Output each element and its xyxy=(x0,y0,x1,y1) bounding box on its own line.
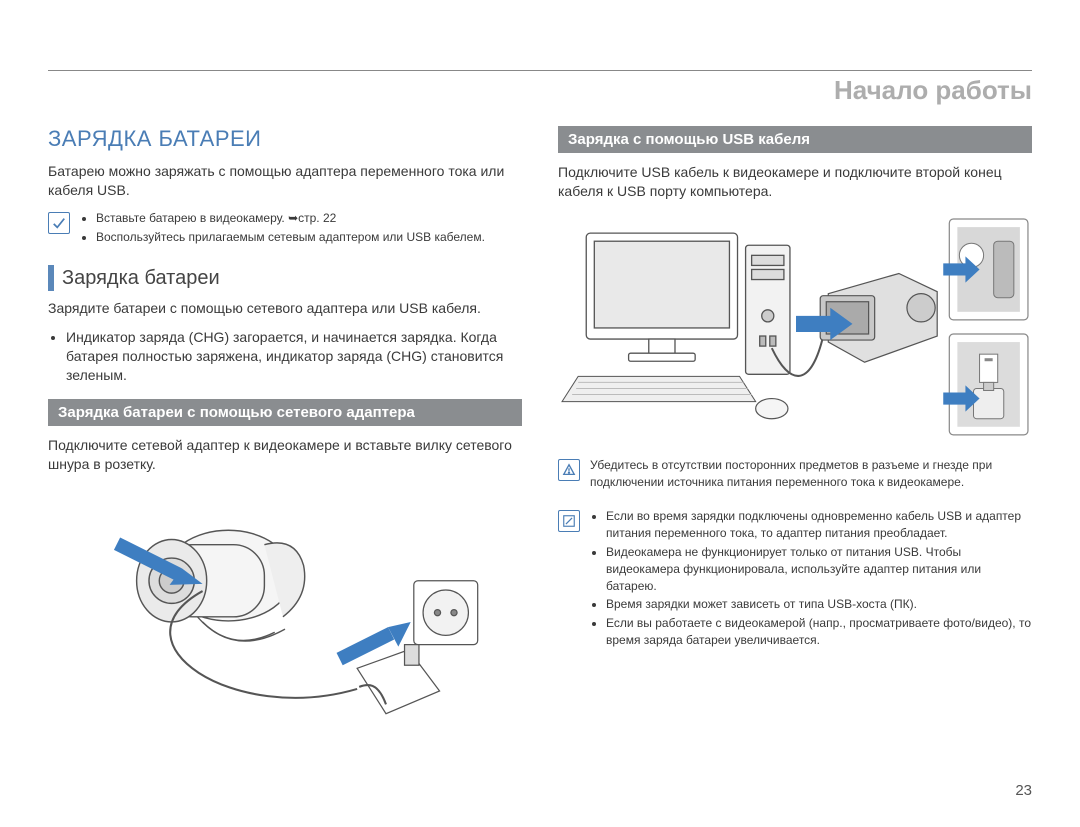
usb-illustration xyxy=(558,215,1032,447)
subsection-bar xyxy=(48,265,54,291)
tips-list: Если во время зарядки подключены одновре… xyxy=(590,508,1032,650)
caution-note-box: Убедитесь в отсутствии посторонних предм… xyxy=(558,457,1032,491)
tip-item: Если вы работаете с видеокамерой (напр.,… xyxy=(606,615,1032,649)
sub-intro-text: Зарядите батареи с помощью сетевого адап… xyxy=(48,299,522,318)
sub-bullet-list: Индикатор заряда (CHG) загорается, и нач… xyxy=(48,328,522,385)
caution-icon xyxy=(558,459,580,481)
band-heading-adapter: Зарядка батареи с помощью сетевого адапт… xyxy=(48,399,522,426)
subsection-title: Зарядка батареи xyxy=(62,267,220,290)
page-header-title: Начало работы xyxy=(48,75,1032,106)
usb-text: Подключите USB кабель к видеокамере и по… xyxy=(558,163,1032,201)
note-pencil-icon xyxy=(558,510,580,532)
check-note-list: Вставьте батарею в видеокамеру. ➥стр. 22… xyxy=(80,210,485,248)
adapter-text: Подключите сетевой адаптер к видеокамере… xyxy=(48,436,522,474)
tip-item: Если во время зарядки подключены одновре… xyxy=(606,508,1032,542)
left-column: ЗАРЯДКА БАТАРЕИ Батарею можно заряжать с… xyxy=(48,126,522,735)
checkmark-note-box: Вставьте батарею в видеокамеру. ➥стр. 22… xyxy=(48,210,522,248)
intro-text: Батарею можно заряжать с помощью адаптер… xyxy=(48,162,522,200)
manual-page: Начало работы ЗАРЯДКА БАТАРЕИ Батарею мо… xyxy=(0,0,1080,765)
page-number: 23 xyxy=(1015,782,1032,799)
right-column: Зарядка с помощью USB кабеля Подключите … xyxy=(558,126,1032,735)
adapter-illustration xyxy=(48,488,522,725)
band-heading-usb: Зарядка с помощью USB кабеля xyxy=(558,126,1032,153)
caution-text: Убедитесь в отсутствии посторонних предм… xyxy=(590,457,1032,491)
check-note-item: Вставьте батарею в видеокамеру. ➥стр. 22 xyxy=(96,210,485,227)
tip-item: Видеокамера не функционирует только от п… xyxy=(606,544,1032,594)
subsection-heading: Зарядка батареи xyxy=(48,265,522,291)
two-column-layout: ЗАРЯДКА БАТАРЕИ Батарею можно заряжать с… xyxy=(48,126,1032,735)
section-heading: ЗАРЯДКА БАТАРЕИ xyxy=(48,126,522,152)
checkmark-icon xyxy=(48,212,70,234)
tip-item: Время зарядки может зависеть от типа USB… xyxy=(606,596,1032,613)
tips-note-box: Если во время зарядки подключены одновре… xyxy=(558,508,1032,650)
check-note-item: Воспользуйтесь прилагаемым сетевым адапт… xyxy=(96,229,485,246)
sub-bullet-item: Индикатор заряда (CHG) загорается, и нач… xyxy=(66,328,522,385)
header-rule xyxy=(48,70,1032,71)
